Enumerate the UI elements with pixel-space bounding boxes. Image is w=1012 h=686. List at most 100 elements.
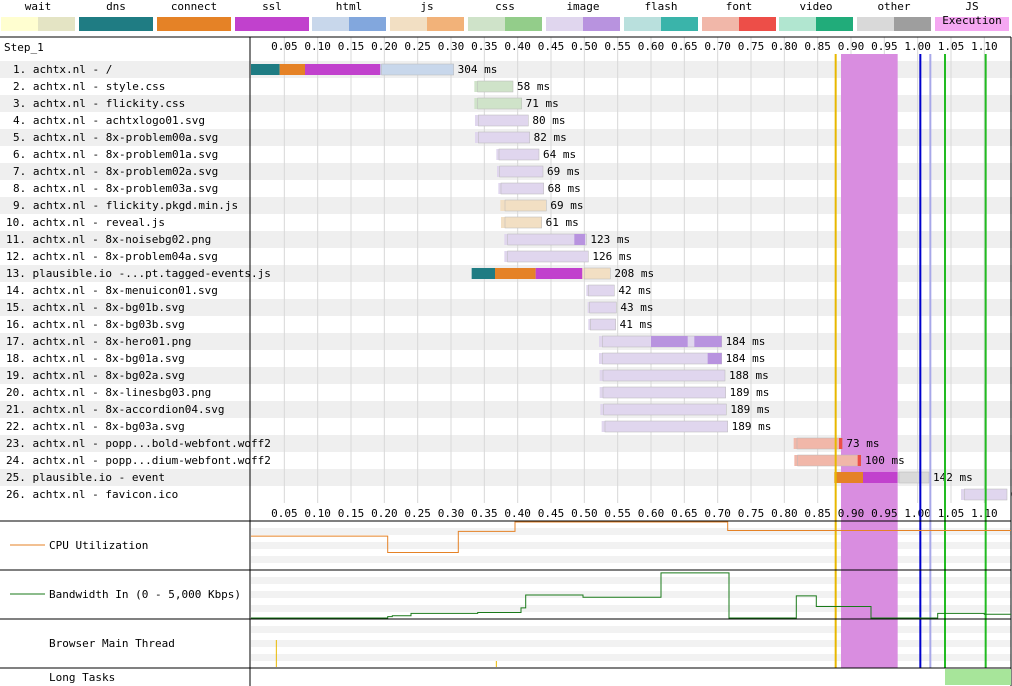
request-label[interactable]: 9. achtx.nl - flickity.pkgd.min.js <box>13 199 239 212</box>
cpu-utilization-line <box>251 521 1011 553</box>
legend-swatch <box>312 17 386 31</box>
tick-label-top: 0.10 <box>304 40 331 53</box>
request-label[interactable]: 5. achtx.nl - 8x-problem00a.svg <box>13 131 219 144</box>
download-segment <box>588 284 615 297</box>
request-label[interactable]: 3. achtx.nl - flickity.css <box>13 97 186 110</box>
request-label[interactable]: 17. achtx.nl - 8x-hero01.png <box>6 335 192 348</box>
download-segment <box>499 165 544 178</box>
download-segment <box>898 471 930 484</box>
legend-item: css <box>468 0 542 32</box>
panel-stripe <box>251 528 1011 535</box>
request-duration: 82 ms <box>534 131 567 144</box>
download-segment <box>477 97 522 110</box>
download-segment <box>504 216 542 229</box>
request-label[interactable]: 6. achtx.nl - 8x-problem01a.svg <box>13 148 219 161</box>
row-stripe <box>0 418 1012 435</box>
legend-label: JS Execution <box>942 0 1002 27</box>
legend-swatch <box>468 17 542 31</box>
tick-label-top: 0.80 <box>771 40 798 53</box>
legend-item: video <box>779 0 853 32</box>
tick-label-top: 0.05 <box>271 40 298 53</box>
tick-label-top: 0.60 <box>638 40 665 53</box>
legend-label: wait <box>24 0 52 13</box>
panel-stripe <box>251 556 1011 563</box>
download-segment <box>603 403 727 416</box>
ttfb-segment <box>496 149 499 160</box>
request-duration: 42 ms <box>618 284 651 297</box>
tick-label-top: 0.65 <box>671 40 698 53</box>
request-duration: 73 ms <box>846 437 879 450</box>
connect-segment <box>279 64 305 75</box>
request-label[interactable]: 16. achtx.nl - 8x-bg03b.svg <box>6 318 185 331</box>
request-label[interactable]: 15. achtx.nl - 8x-bg01b.svg <box>6 301 185 314</box>
cpu-panel-label: CPU Utilization <box>49 539 149 552</box>
legend-label: dns <box>106 0 126 13</box>
tick-label-top: 0.85 <box>804 40 831 53</box>
ttfb-segment <box>599 387 603 398</box>
row-stripe <box>0 452 1012 469</box>
request-label[interactable]: 10. achtx.nl - reveal.js <box>6 216 165 229</box>
js-execution-band <box>841 54 898 668</box>
request-label[interactable]: 8. achtx.nl - 8x-problem03a.svg <box>13 182 219 195</box>
request-label[interactable]: 22. achtx.nl - 8x-bg03a.svg <box>6 420 185 433</box>
legend-item: ssl <box>235 0 309 32</box>
row-stripe <box>0 350 1012 367</box>
tick-label-bottom: 0.30 <box>438 507 465 520</box>
ttfb-segment <box>504 251 508 262</box>
long-task-block <box>945 669 1011 685</box>
legend-item: wait <box>1 0 75 32</box>
legend-item: JS Execution <box>935 0 1009 32</box>
legend-swatch <box>779 17 853 31</box>
tick-label-bottom: 0.85 <box>804 507 831 520</box>
connect-segment <box>495 268 536 279</box>
request-duration: 64 ms <box>543 148 576 161</box>
step-label: Step_1 <box>4 41 44 54</box>
ttfb-segment <box>897 472 899 483</box>
download-chunk <box>694 336 722 347</box>
request-label[interactable]: 1. achtx.nl - / <box>13 63 113 76</box>
legend-swatch <box>157 17 231 31</box>
download-segment <box>477 80 514 93</box>
download-segment <box>507 233 587 246</box>
request-label[interactable]: 18. achtx.nl - 8x-bg01a.svg <box>6 352 185 365</box>
request-label[interactable]: 24. achtx.nl - popp...dium-webfont.woff2 <box>6 454 271 467</box>
request-label[interactable]: 2. achtx.nl - style.css <box>13 80 166 93</box>
legend-swatch <box>935 17 1009 31</box>
connect-segment <box>834 472 863 483</box>
request-duration: 69 ms <box>547 165 580 178</box>
download-chunk <box>707 353 722 364</box>
ttfb-segment <box>475 132 479 143</box>
ttfb-segment <box>474 81 478 92</box>
request-label[interactable]: 7. achtx.nl - 8x-problem02a.svg <box>13 165 219 178</box>
long-tasks-panel-label: Long Tasks <box>49 671 116 684</box>
request-label[interactable]: 25. plausible.io - event <box>6 471 165 484</box>
request-label[interactable]: 23. achtx.nl - popp...bold-webfont.woff2 <box>6 437 271 450</box>
row-stripe <box>0 333 1012 350</box>
request-duration: 41 ms <box>620 318 653 331</box>
request-label[interactable]: 4. achtx.nl - achtxlogo01.svg <box>13 114 206 127</box>
panel-stripe <box>251 605 1011 612</box>
ttfb-segment <box>582 268 585 279</box>
request-label[interactable]: 19. achtx.nl - 8x-bg02a.svg <box>6 369 185 382</box>
tick-label-top: 1.10 <box>971 40 998 53</box>
request-label[interactable]: 13. plausible.io -...pt.tagged-events.js <box>6 267 271 280</box>
legend-label: css <box>495 0 515 13</box>
download-segment <box>589 301 617 314</box>
legend-swatch <box>79 17 153 31</box>
request-label[interactable]: 14. achtx.nl - 8x-menuicon01.svg <box>6 284 218 297</box>
tick-label-bottom: 0.70 <box>704 507 731 520</box>
request-label[interactable]: 11. achtx.nl - 8x-noisebg02.png <box>6 233 212 246</box>
panel-stripe <box>251 626 1011 633</box>
tick-label-bottom: 0.55 <box>604 507 631 520</box>
legend-item: dns <box>79 0 153 32</box>
request-label[interactable]: 20. achtx.nl - 8x-linesbg03.png <box>6 386 212 399</box>
request-label[interactable]: 21. achtx.nl - 8x-accordion04.svg <box>6 403 225 416</box>
request-label[interactable]: 12. achtx.nl - 8x-problem04a.svg <box>6 250 218 263</box>
tick-label-bottom: 0.15 <box>338 507 365 520</box>
request-label[interactable]: 26. achtx.nl - favicon.ico <box>6 488 179 501</box>
ttfb-segment <box>599 370 603 381</box>
ttfb-segment <box>475 115 479 126</box>
panel-stripe <box>251 654 1011 661</box>
tick-label-top: 1.00 <box>904 40 931 53</box>
